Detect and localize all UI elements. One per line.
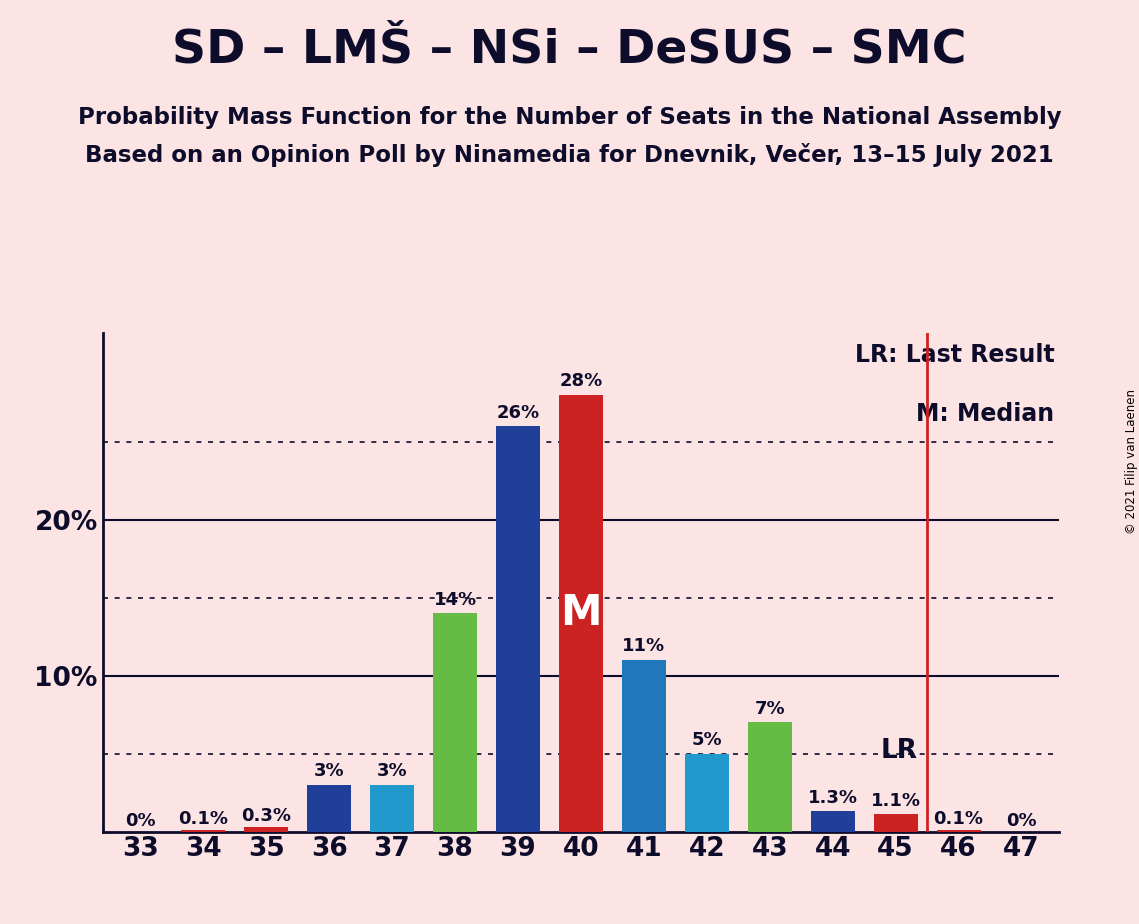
Text: 0.1%: 0.1%	[934, 810, 984, 829]
Text: LR: Last Result: LR: Last Result	[854, 343, 1055, 367]
Text: 26%: 26%	[497, 404, 540, 421]
Text: 0%: 0%	[125, 812, 156, 830]
Text: © 2021 Filip van Laenen: © 2021 Filip van Laenen	[1124, 390, 1138, 534]
Text: LR: LR	[880, 737, 918, 763]
Text: 0%: 0%	[1006, 812, 1036, 830]
Text: M: Median: M: Median	[917, 403, 1055, 427]
Text: 3%: 3%	[377, 762, 408, 780]
Text: 7%: 7%	[754, 699, 785, 718]
Text: SD – LMŠ – NSi – DeSUS – SMC: SD – LMŠ – NSi – DeSUS – SMC	[172, 28, 967, 73]
Bar	[936, 830, 981, 832]
Text: 1.3%: 1.3%	[808, 789, 858, 807]
Bar	[559, 395, 603, 832]
Bar	[370, 784, 415, 832]
Bar	[308, 784, 351, 832]
Bar	[495, 426, 540, 832]
Text: 0.1%: 0.1%	[178, 810, 228, 829]
Bar	[874, 814, 918, 832]
Text: Based on an Opinion Poll by Ninamedia for Dnevnik, Večer, 13–15 July 2021: Based on an Opinion Poll by Ninamedia fo…	[85, 143, 1054, 167]
Bar	[244, 827, 288, 832]
Bar	[811, 811, 854, 832]
Text: 28%: 28%	[559, 372, 603, 390]
Text: 5%: 5%	[691, 731, 722, 749]
Text: 14%: 14%	[434, 590, 476, 609]
Text: Probability Mass Function for the Number of Seats in the National Assembly: Probability Mass Function for the Number…	[77, 106, 1062, 129]
Text: M: M	[560, 592, 601, 634]
Bar	[622, 660, 666, 832]
Bar	[181, 830, 226, 832]
Bar	[433, 614, 477, 832]
Bar	[747, 723, 792, 832]
Text: 3%: 3%	[314, 762, 344, 780]
Text: 11%: 11%	[622, 638, 665, 655]
Bar	[685, 754, 729, 832]
Text: 0.3%: 0.3%	[241, 808, 292, 825]
Text: 1.1%: 1.1%	[870, 792, 920, 809]
